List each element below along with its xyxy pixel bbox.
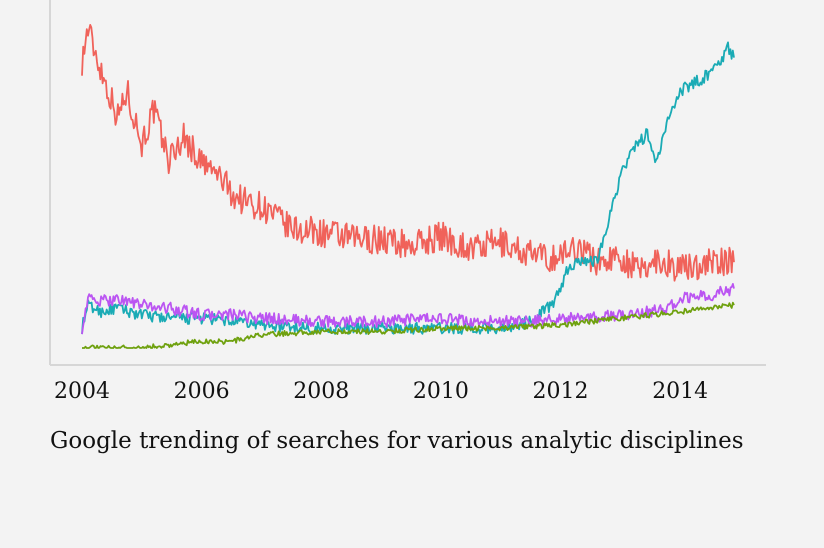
- series-layer: [81, 23, 735, 349]
- x-tick-label: 2004: [54, 379, 110, 404]
- line-chart: 2004 2006 2008 2010 2012 2014: [49, 0, 766, 404]
- series-line-1: [81, 23, 735, 282]
- chart-caption: Google trending of searches for various …: [50, 428, 744, 454]
- x-tick-labels: 2004 2006 2008 2010 2012 2014: [54, 379, 708, 404]
- x-tick-label: 2010: [413, 379, 469, 404]
- series-line-4: [82, 301, 735, 349]
- series-line-2: [81, 41, 735, 335]
- x-tick-label: 2006: [174, 379, 230, 404]
- x-tick-label: 2008: [293, 379, 349, 404]
- x-tick-label: 2012: [533, 379, 589, 404]
- x-tick-label: 2014: [652, 379, 708, 404]
